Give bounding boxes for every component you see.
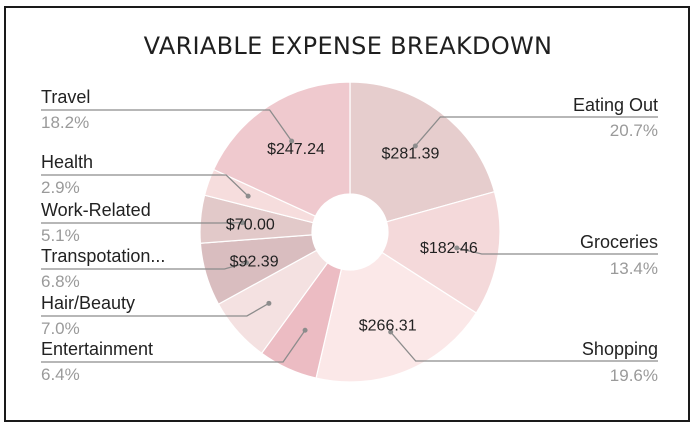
label-pct-groceries: 13.4% [610,259,658,278]
value-label-travel: $247.24 [267,141,325,158]
label-pct-eating-out: 20.7% [610,121,658,140]
leader-line-entertainment [41,329,306,363]
leader-line-groceries [456,247,658,255]
slice-shopping [315,251,478,383]
value-label-shopping: $266.31 [359,318,417,335]
leader-line-health [41,174,249,197]
slice-groceries [381,190,501,314]
label-pct-travel: 18.2% [41,113,89,132]
label-name-shopping: Shopping [582,339,658,359]
leader-line-hair-beauty [41,302,270,317]
label-name-entertainment: Entertainment [41,339,153,359]
value-label-groceries: $182.46 [420,240,478,257]
label-pct-health: 2.9% [41,178,80,197]
chart-title: VARIABLE EXPENSE BREAKDOWN [144,32,553,60]
value-label-work-related: $70.00 [226,216,275,233]
value-label-transpotation: $92.39 [230,253,279,270]
label-name-groceries: Groceries [580,232,658,252]
leaders-group [41,109,658,363]
leader-line-travel [41,109,293,142]
leader-line-shopping [390,331,658,362]
slice-travel [212,81,351,217]
slice-eating-out [349,81,496,223]
label-name-work-related: Work-Related [41,200,151,220]
value-label-eating-out: $281.39 [382,145,440,162]
labels-group: $281.39 Eating Out 20.7% $182.46 Groceries 13… [41,87,658,385]
label-name-travel: Travel [41,87,90,107]
leader-line-transpotation [41,262,247,270]
label-name-eating-out: Eating Out [573,95,658,115]
label-name-transpotation: Transpotation... [41,246,165,266]
label-pct-entertainment: 6.4% [41,365,80,384]
label-pct-work-related: 5.1% [41,226,80,245]
slices-group [199,81,501,383]
leader-line-eating-out [414,116,658,147]
label-name-health: Health [41,152,93,172]
label-pct-transpotation: 6.8% [41,272,80,291]
label-pct-hair-beauty: 7.0% [41,319,80,338]
label-name-hair-beauty: Hair/Beauty [41,293,135,313]
label-pct-shopping: 19.6% [610,366,658,385]
